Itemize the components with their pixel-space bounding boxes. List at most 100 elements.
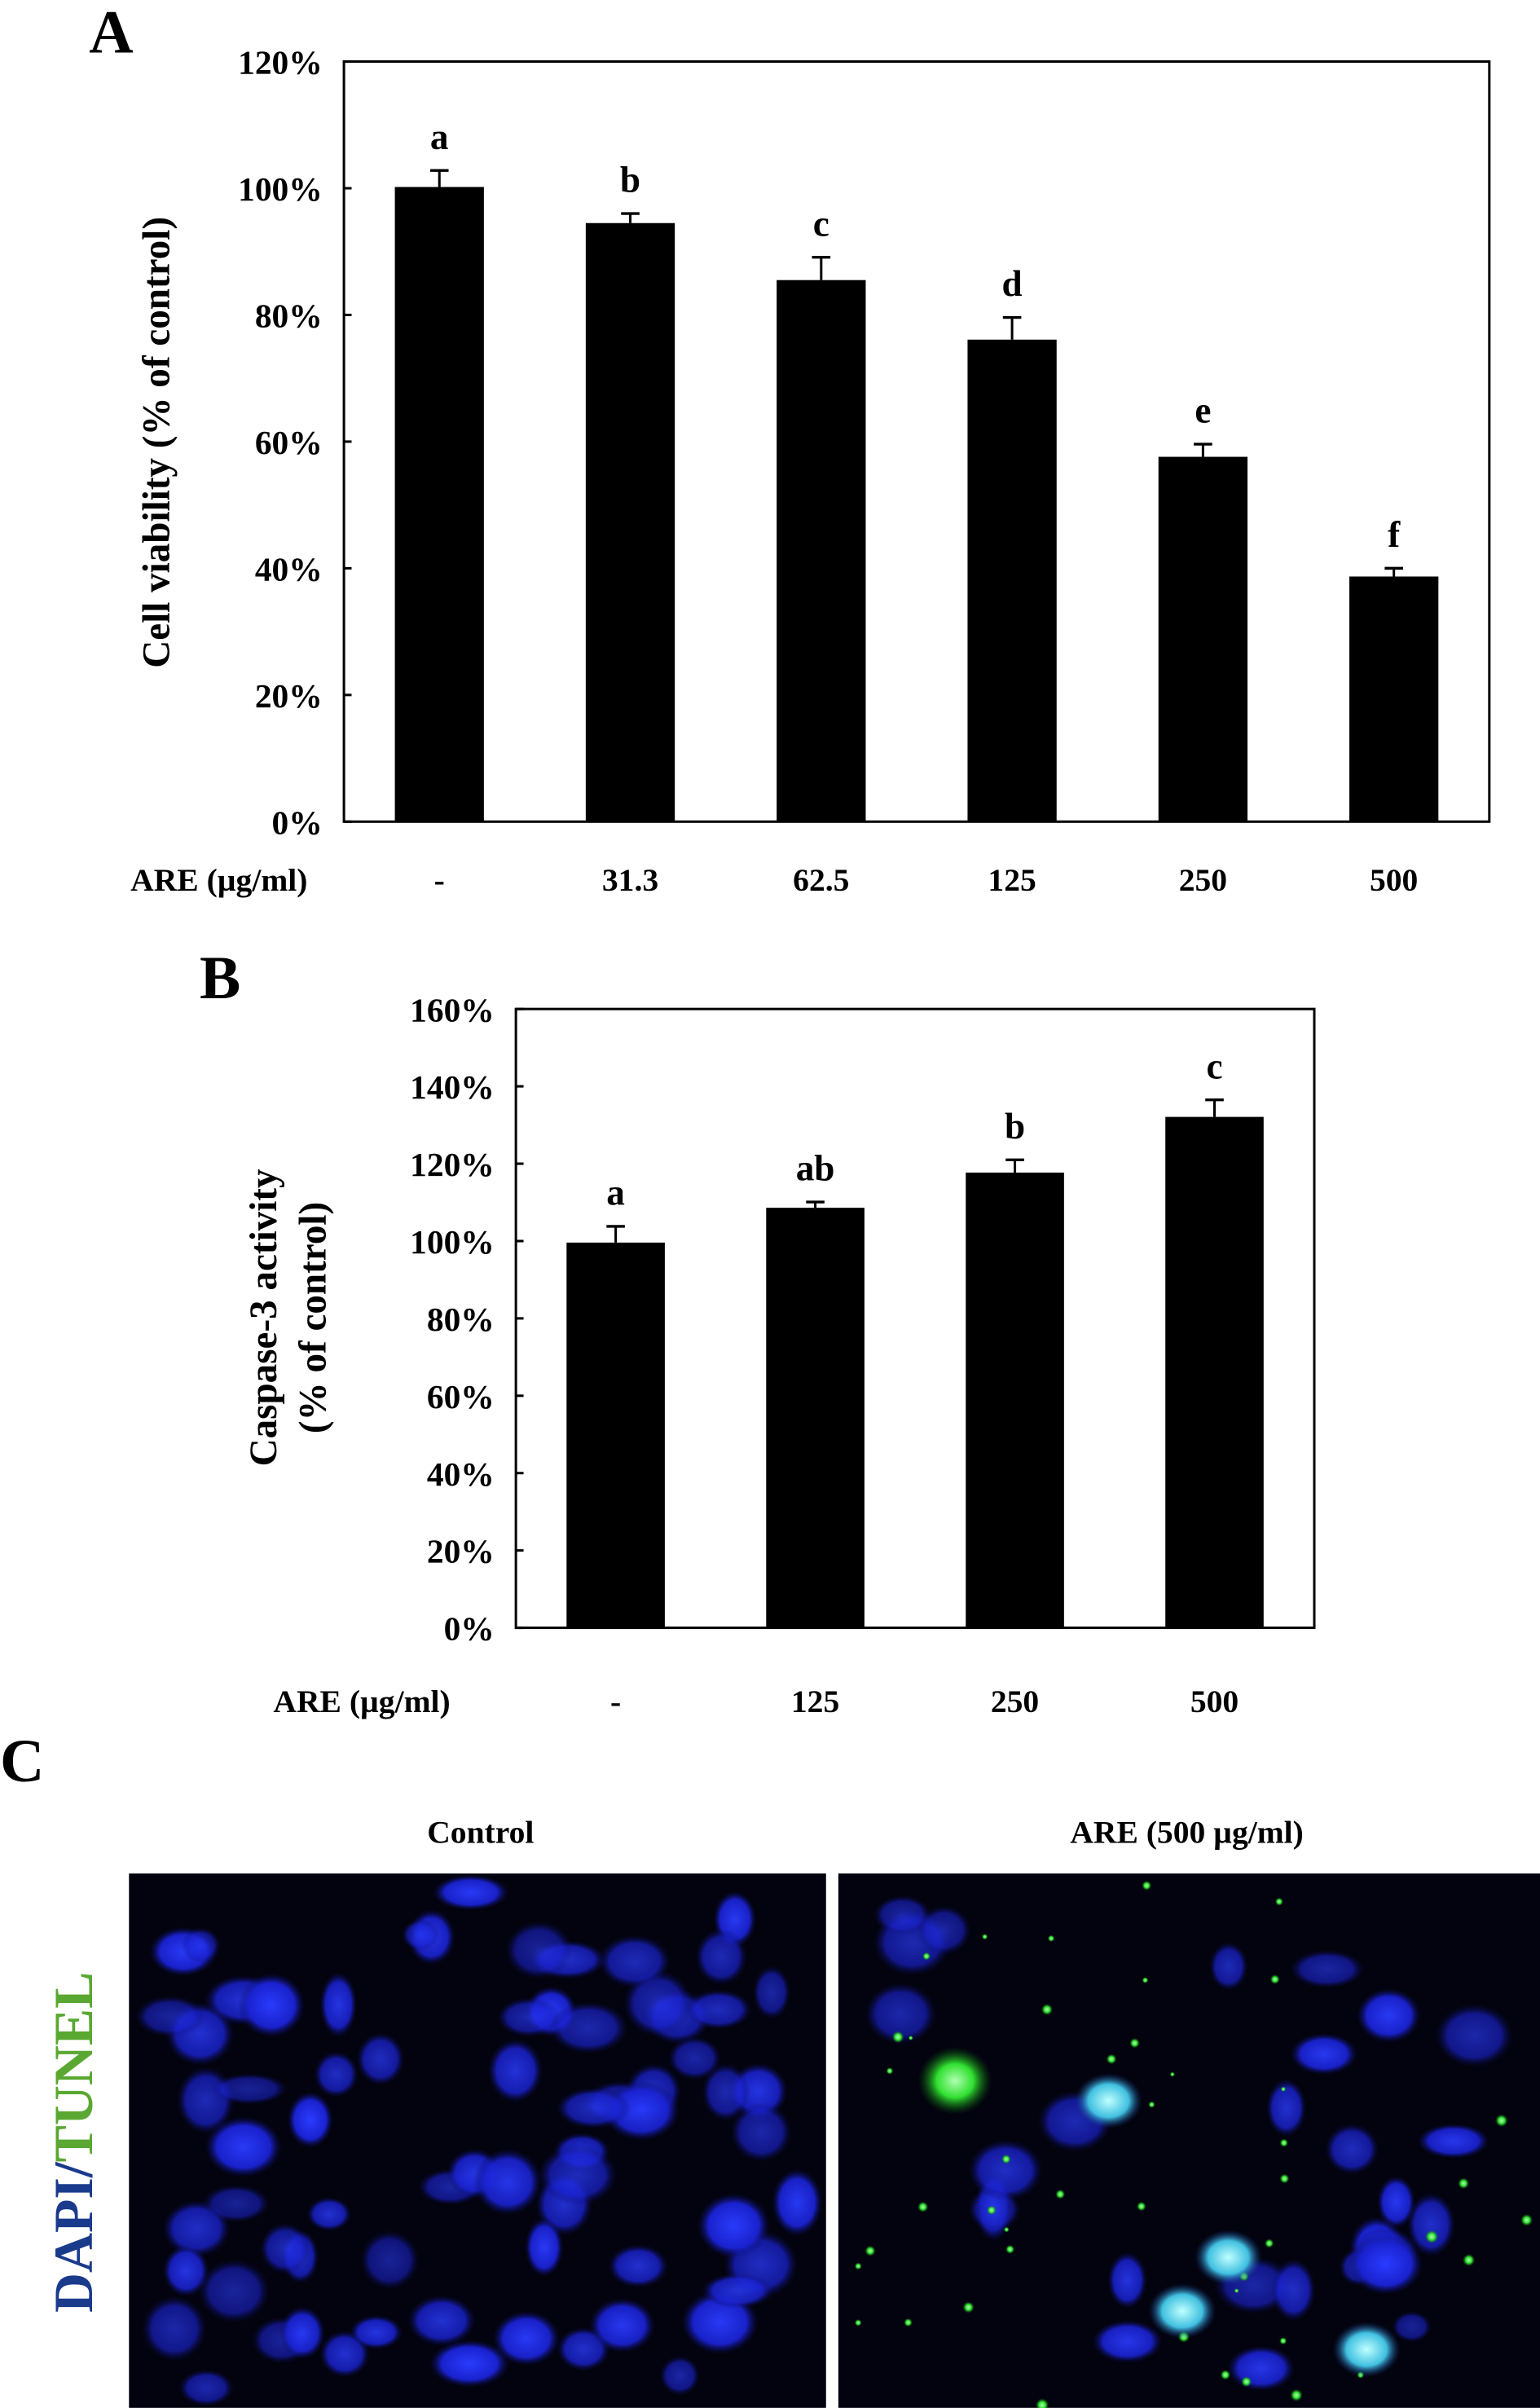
apoptotic-cell [1075,2073,1142,2128]
panel-b-y-axis-label-line2: (% of control) [292,1202,334,1433]
stain-separator: / [43,2161,104,2178]
tunel-spot [1041,2003,1054,2016]
tunel-spot [1462,2253,1476,2267]
tunel-spot [1169,2071,1175,2077]
control-image-title: Control [427,1814,534,1850]
nucleus [660,2356,700,2396]
x-tick-label: 250 [991,1684,1039,1719]
x-tick-label: - [610,1684,621,1719]
significance-letter: b [620,160,640,200]
y-tick-label: 100% [238,170,323,208]
bar [566,1242,665,1628]
panel-a-chart: A Cell viability (% of control) ARE (µg/… [89,0,1491,898]
nucleus [1435,2004,1513,2067]
nucleus [1227,2345,1295,2391]
nucleus [968,2140,1043,2201]
tunel-spot [1274,1897,1283,1906]
tunel-label: TUNEL [43,1972,104,2163]
nucleus [695,1929,747,1985]
tunel-spot [865,2245,876,2256]
nucleus [1271,2259,1316,2322]
nucleus [772,2168,823,2237]
nucleus [505,1921,573,1979]
x-tick-label: 500 [1370,862,1418,898]
y-tick-label: 120% [238,44,323,81]
nucleus [488,2039,543,2102]
apoptotic-cell [1195,2230,1262,2286]
x-tick-label: 62.5 [793,862,849,898]
nucleus [287,2092,333,2148]
nucleus [598,1935,671,1988]
nucleus [668,2036,722,2080]
panel-c-label: C [0,1728,44,1795]
x-tick-label: 250 [1179,862,1227,898]
treated-image [838,1873,1540,2408]
tunel-spot [1220,2370,1231,2380]
y-tick-label: 40% [427,1455,495,1493]
tunel-spot [981,1933,988,1940]
nucleus [556,2088,631,2128]
tunel-spot [908,2035,913,2040]
tunel-spot [1290,2388,1303,2402]
bar [766,1208,865,1628]
y-tick-label: 0% [444,1610,495,1648]
tunel-spot [1269,1974,1280,1985]
significance-letter: e [1195,390,1211,431]
bar [1349,576,1439,822]
nucleus [238,1973,305,2037]
tunel-spot [1106,2054,1117,2065]
nucleus [697,2193,770,2258]
nucleus [730,2102,792,2162]
nucleus [135,1996,205,2037]
nucleus [1266,2079,1306,2137]
bar [967,339,1057,822]
nucleus [589,2298,655,2353]
panel-b-chart: B Caspase-3 activity (% of control) ARE … [200,944,1316,1719]
nucleus [356,2032,405,2085]
apoptotic-cell [1332,2322,1401,2378]
panel-a-y-axis-label: Cell viability (% of control) [135,217,178,668]
nucleus [1290,1950,1364,1988]
nucleus [402,1919,439,1951]
y-tick-label: 120% [410,1146,495,1183]
y-tick-label: 80% [427,1301,495,1338]
treated-image-title: ARE (500 µg/ml) [1070,1814,1304,1850]
tunel-spot [1148,2101,1155,2108]
x-tick-label: 500 [1190,1684,1239,1719]
nucleus [1377,2176,1415,2229]
tunel-spot [891,2031,904,2044]
tunel-spot [1264,2239,1274,2248]
y-tick-label: 20% [255,677,323,715]
control-image [129,1873,826,2408]
tunel-spot [854,2318,862,2327]
nucleus [210,2073,288,2105]
tunel-spot [1047,1935,1055,1943]
significance-letter: c [1206,1046,1222,1086]
nucleus [753,1966,790,2019]
y-tick-label: 100% [410,1223,495,1261]
y-tick-label: 60% [427,1378,495,1415]
tunel-spot [1234,2288,1239,2294]
significance-letter: a [606,1173,625,1213]
nucleus [473,2149,542,2216]
y-tick-label: 140% [410,1068,495,1106]
tunel-spot [962,2301,975,2313]
tunel-spot [1279,2138,1289,2147]
tunel-spot [1142,1977,1149,1983]
nucleus [608,2244,668,2288]
nucleus [497,1997,561,2037]
tunel-spot [922,1952,931,1961]
y-tick-label: 60% [255,424,323,461]
bar [1165,1116,1264,1628]
panel-b-label: B [200,944,240,1012]
tunel-spot [1279,2336,1287,2345]
bar [394,187,484,822]
tunel-spot [1458,2177,1470,2190]
bar [585,222,675,822]
nucleus [1349,2234,1423,2295]
tunel-spot [1279,2173,1290,2184]
tunel-spot [986,2205,997,2216]
panel-c-microscopy: C Control ARE (500 µg/ml) DAPI/TUNEL [0,1728,1540,2408]
nucleus [407,2295,476,2346]
nucleus [702,2063,750,2121]
